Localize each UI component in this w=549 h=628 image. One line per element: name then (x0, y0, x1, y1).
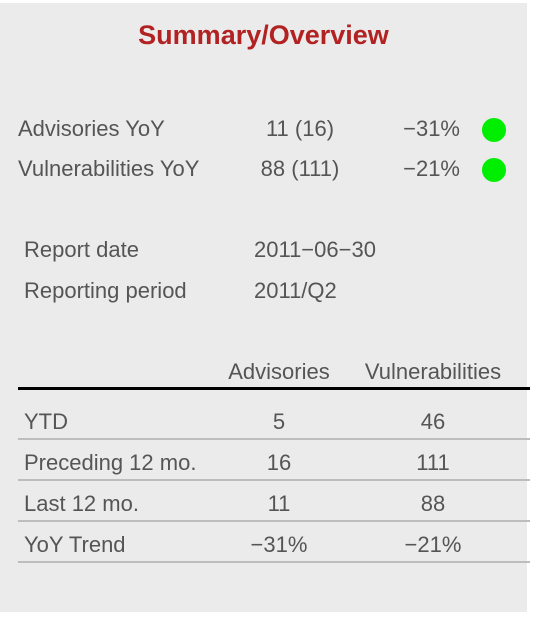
cell-ytd-advisories: 5 (218, 408, 340, 436)
report-date-value: 2011−06−30 (254, 236, 376, 264)
yoy-vulnerabilities-value: 88 (111) (240, 155, 360, 183)
yoy-advisories-value: 11 (16) (240, 115, 360, 143)
panel-title: Summary/Overview (0, 20, 527, 51)
cell-preceding-12mo-advisories: 16 (218, 449, 340, 477)
yoy-vulnerabilities-status-dot (482, 158, 506, 182)
cell-last-12mo-vulnerabilities: 88 (352, 490, 514, 518)
row-label-last-12mo: Last 12 mo. (24, 490, 139, 518)
yoy-advisories-label: Advisories YoY (18, 115, 165, 143)
cell-last-12mo-advisories: 11 (218, 490, 340, 518)
row-label-preceding-12mo: Preceding 12 mo. (24, 449, 196, 477)
yoy-vulnerabilities-change: −21% (370, 155, 460, 183)
column-header-vulnerabilities: Vulnerabilities (352, 358, 514, 386)
row-label-yoy-trend: YoY Trend (24, 531, 126, 559)
cell-preceding-12mo-vulnerabilities: 111 (352, 449, 514, 477)
yoy-advisories-status-dot (482, 118, 506, 142)
report-date-label: Report date (24, 236, 139, 264)
row-divider (18, 561, 530, 563)
column-header-advisories: Advisories (218, 358, 340, 386)
reporting-period-value: 2011/Q2 (254, 277, 337, 305)
yoy-vulnerabilities-label: Vulnerabilities YoY (18, 155, 199, 183)
reporting-period-label: Reporting period (24, 277, 187, 305)
yoy-advisories-change: −31% (370, 115, 460, 143)
row-divider (18, 520, 530, 522)
row-divider (18, 479, 530, 481)
row-divider (18, 438, 530, 440)
cell-yoy-trend-vulnerabilities: −21% (352, 531, 514, 559)
cell-yoy-trend-advisories: −31% (218, 531, 340, 559)
summary-panel: Summary/Overview Advisories YoY 11 (16) … (0, 3, 527, 612)
cell-ytd-vulnerabilities: 46 (352, 408, 514, 436)
row-label-ytd: YTD (24, 408, 68, 436)
table-header-rule (18, 387, 530, 390)
